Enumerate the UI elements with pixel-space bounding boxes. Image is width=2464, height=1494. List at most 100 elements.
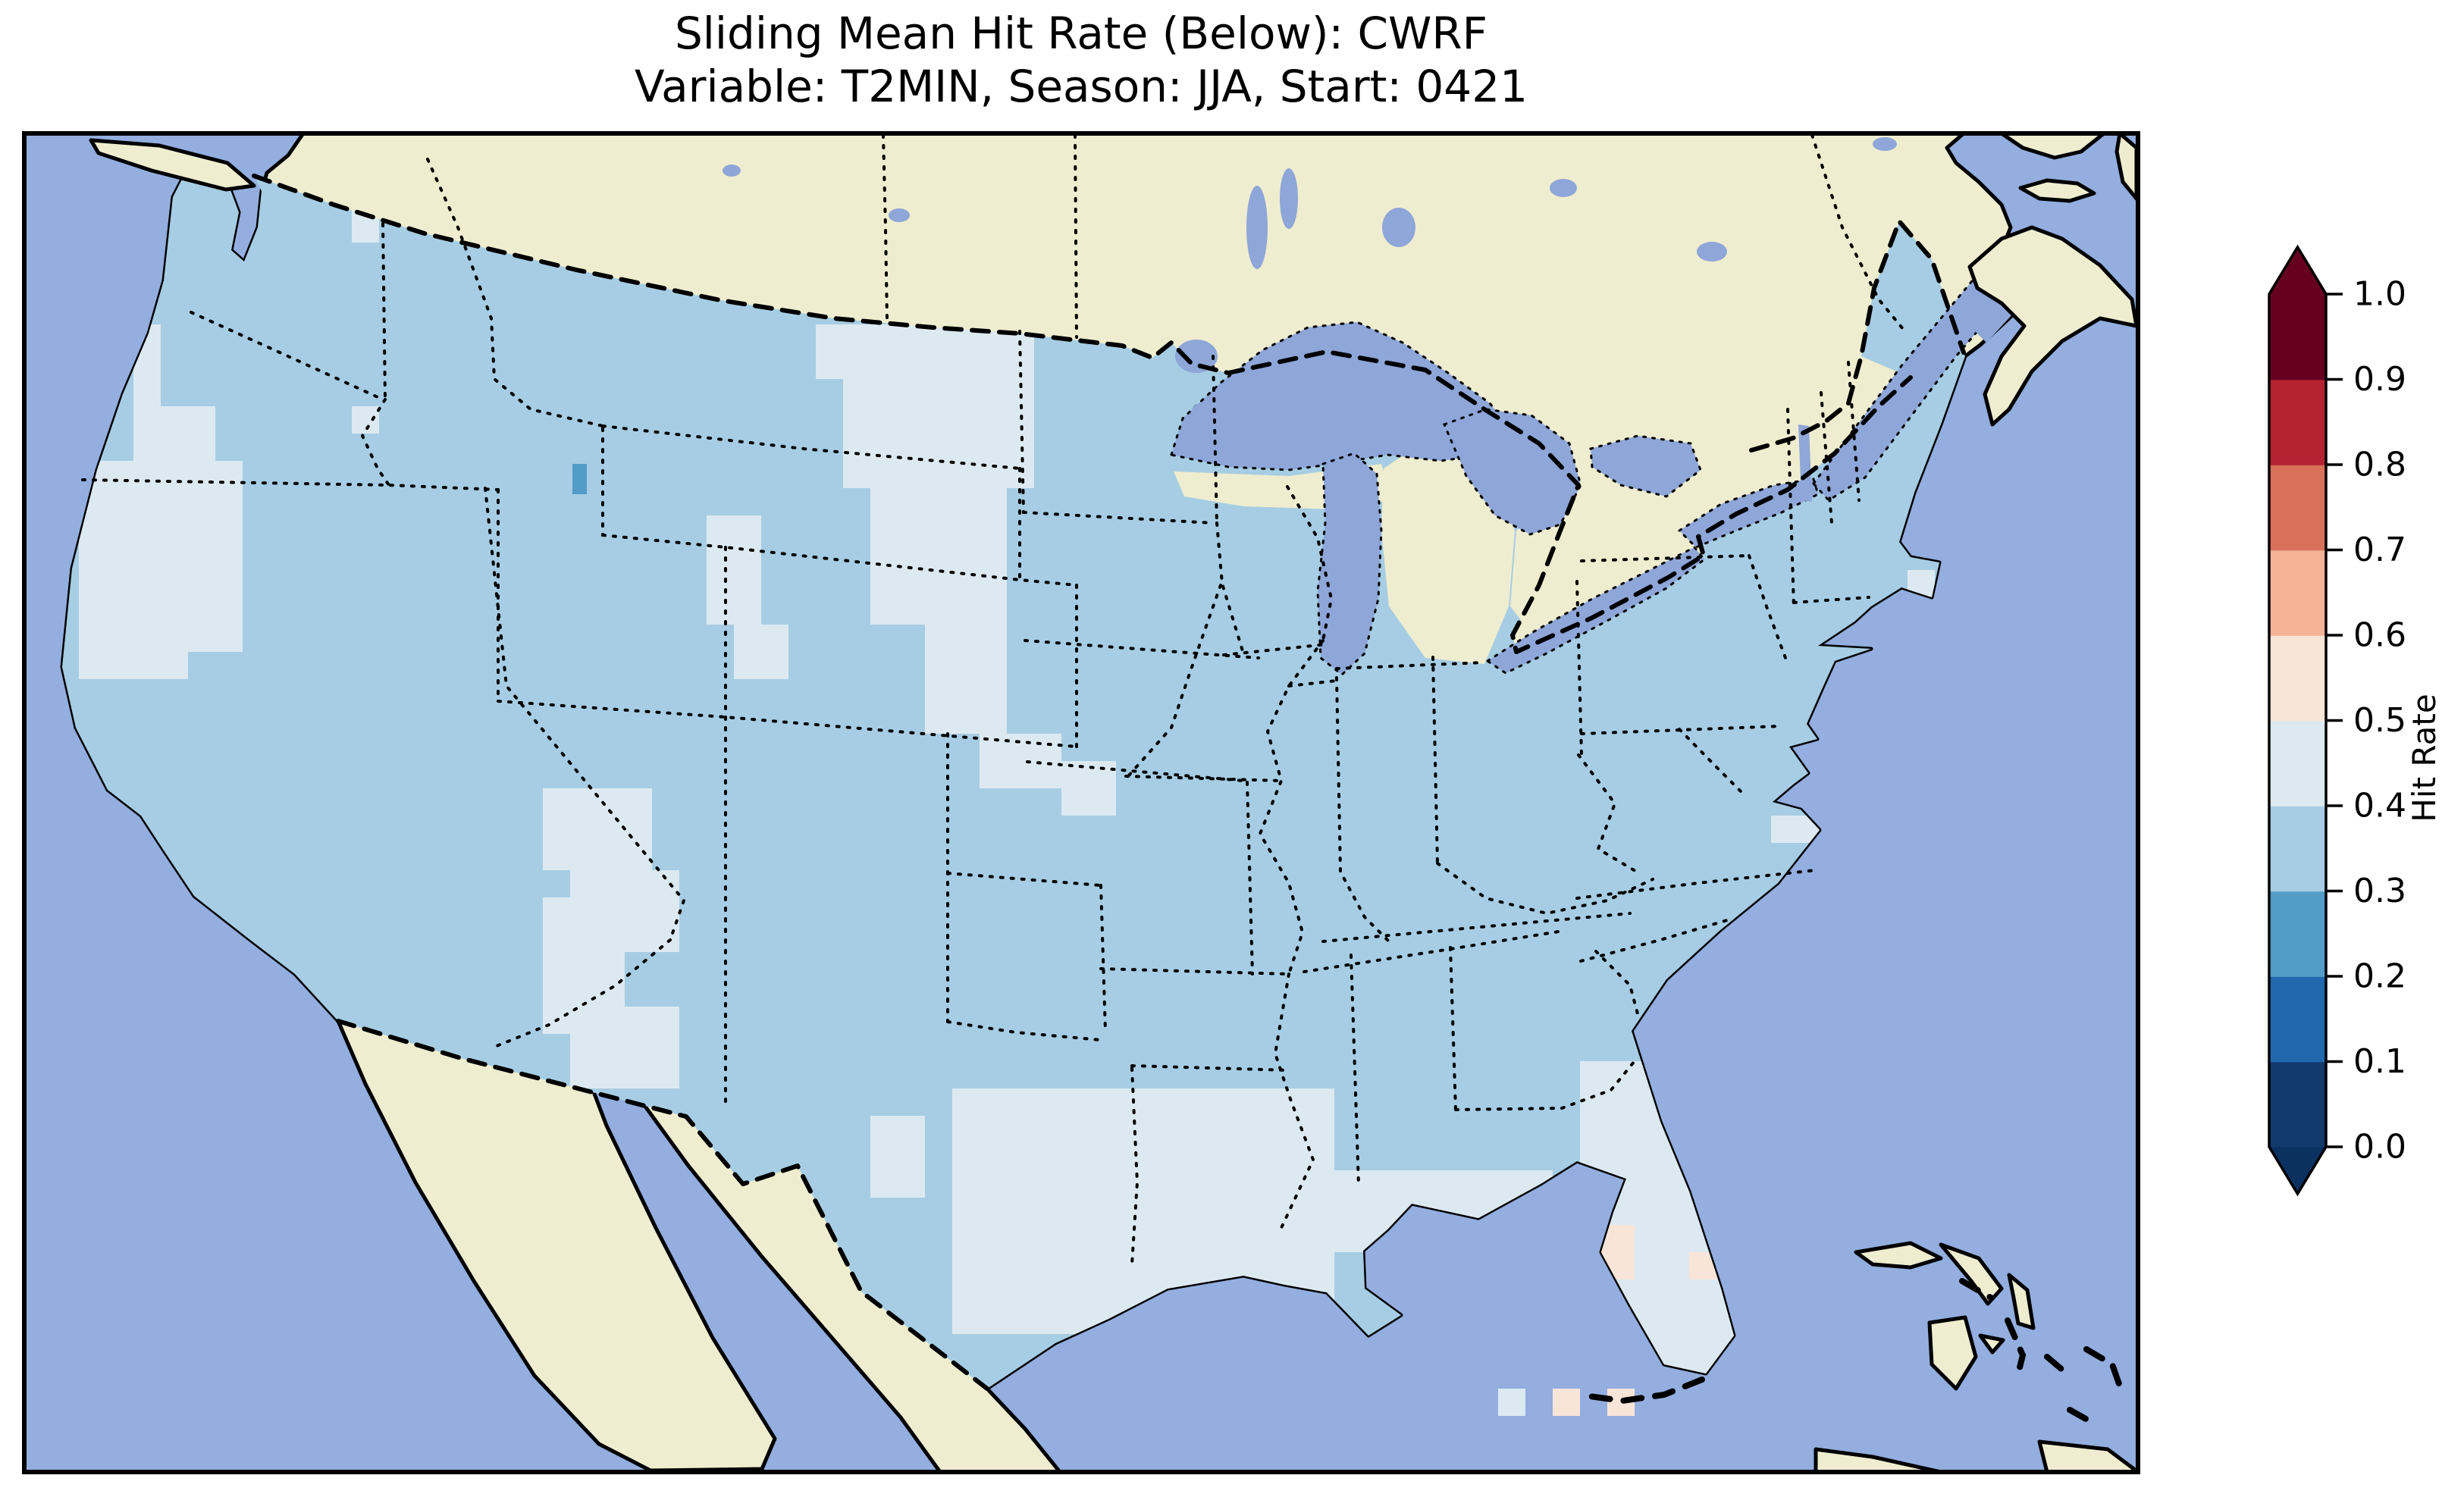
- state-border-line: [1222, 643, 1328, 656]
- hit-rate-cell-0.4-0.5: [543, 788, 652, 870]
- state-border-line: [1246, 781, 1254, 976]
- state-border-line: [1577, 753, 1641, 875]
- colorbar-tick-label: 0.8: [2353, 446, 2406, 484]
- state-border-line: [1792, 596, 1870, 604]
- us-mexico-border: [336, 1019, 989, 1391]
- hit-rate-cell-0.4-0.5: [707, 515, 761, 625]
- state-border-line: [1130, 1066, 1139, 1266]
- hit-rate-cell-0.4-0.5: [1061, 761, 1116, 816]
- andros: [1927, 1315, 1978, 1391]
- state-border-line: [1321, 912, 1632, 943]
- state-border-line: [1274, 973, 1315, 1229]
- colorbar-tick-label: 0.0: [2353, 1128, 2406, 1167]
- state-border-line: [1748, 554, 1787, 659]
- bahama-cays: [2044, 1354, 2070, 1377]
- state-border-line: [1580, 725, 1782, 735]
- state-border-line: [601, 424, 1021, 470]
- hit-rate-cell-0.4-0.5: [570, 1007, 679, 1088]
- hit-rate-cell-0.4-0.5: [352, 406, 379, 434]
- state-border-line: [1454, 1056, 1639, 1111]
- bahama-cays: [2083, 1346, 2126, 1398]
- cuba-north-coast: [1814, 1447, 1943, 1472]
- province-border-line: [882, 133, 889, 320]
- state-border-line: [1127, 584, 1222, 778]
- state-border-line: [1575, 580, 1583, 756]
- colorbar-ticks: 1.0 0.9 0.8 0.7 0.6 0.5 0.4 0.3 0.2 0.1 0.0: [2326, 275, 2406, 1167]
- colorbar-bin-0.4-0.5: [2269, 720, 2326, 807]
- state-border-line: [1580, 554, 1751, 562]
- gaspe-peninsula: [1999, 133, 2106, 160]
- eleuthera: [2007, 1273, 2036, 1330]
- colorbar-extend-over: [2269, 247, 2326, 294]
- lake-ontario: [1677, 478, 1820, 549]
- state-border-line: [1099, 884, 1107, 1032]
- national-borders: [252, 174, 1966, 1391]
- small-lakes: [723, 137, 1897, 454]
- bahama-cays: [2005, 1317, 2027, 1383]
- state-border-line: [1786, 408, 1795, 608]
- colorbar-tick-label: 0.6: [2353, 616, 2406, 655]
- islands: [89, 133, 2138, 1472]
- hit-rate-cell-0.4-0.5: [952, 1088, 1116, 1334]
- colorbar-tick-label: 0.7: [2353, 531, 2406, 569]
- hit-rate-cell-0.4-0.5: [870, 1116, 925, 1198]
- colorbar-tick-label: 0.1: [2353, 1042, 2406, 1081]
- state-borders: [81, 133, 1908, 1266]
- state-border-line: [1259, 639, 1324, 976]
- state-border-line: [601, 534, 1078, 587]
- state-border-line: [1350, 954, 1360, 1187]
- colorbar-bin-0.1-0.2: [2269, 976, 2326, 1063]
- state-border-line: [1099, 967, 1290, 976]
- colorbar-tick-label: 0.5: [2353, 701, 2406, 740]
- state-border-line: [1022, 511, 1215, 525]
- colorbar-tick-label: 0.2: [2353, 957, 2406, 996]
- vancouver-island: [89, 138, 256, 192]
- map-area: [24, 133, 2138, 1472]
- colorbar-label: Hit Rate: [2406, 694, 2443, 822]
- state-border-line: [190, 311, 384, 401]
- lake-champlain: [1798, 424, 1812, 502]
- chart-title-line1: Sliding Mean Hit Rate (Below): CWRF: [675, 8, 1487, 59]
- hit-rate-cells-offshore: [1498, 1389, 1635, 1416]
- hit-rate-cell-0.4-0.5: [870, 488, 1007, 625]
- state-border-line: [1431, 656, 1439, 865]
- state-border-line: [497, 700, 1078, 748]
- colorbar-bin-0.8-0.9: [2269, 379, 2326, 465]
- hit-rate-cell-0.4-0.5: [843, 324, 1034, 488]
- state-border-line: [1287, 679, 1338, 687]
- state-border-line: [1335, 676, 1395, 947]
- bahama-cays: [2067, 1407, 2097, 1427]
- new-providence: [1978, 1333, 2005, 1355]
- colorbar-bin-0.0-0.1: [2269, 1061, 2326, 1148]
- state-border-line: [381, 222, 387, 401]
- state-border-line: [1130, 1064, 1290, 1072]
- colorbar-bin-0.9-1.0: [2269, 294, 2326, 381]
- state-border-line: [361, 398, 390, 487]
- cuba-northeast: [2037, 1439, 2138, 1472]
- state-border-line: [426, 158, 604, 428]
- hit-rate-cell-0.4-0.5: [1498, 1389, 1525, 1416]
- georgian-bay: [1589, 434, 1702, 498]
- hit-rate-cell-0.4-0.5: [734, 625, 788, 679]
- lake-michigan: [1316, 452, 1383, 676]
- state-border-line: [1215, 521, 1245, 655]
- colorbar-tick-label: 0.9: [2353, 360, 2406, 399]
- colorbar-tick-label: 1.0: [2353, 275, 2406, 314]
- state-border-line: [484, 487, 685, 941]
- state-border-line: [1124, 775, 1283, 782]
- grand-bahama: [1854, 1241, 1943, 1270]
- state-border-line: [1024, 639, 1260, 659]
- hit-rate-cell-0.2-0.3: [572, 464, 587, 494]
- state-border-line: [1335, 661, 1486, 670]
- colorbar-bin-0.5-0.6: [2269, 635, 2326, 722]
- abaco: [1939, 1242, 2004, 1306]
- state-border-line: [1018, 330, 1025, 514]
- newfoundland-corner: [2114, 133, 2138, 201]
- colorbar-tick-label: 0.4: [2353, 787, 2406, 825]
- province-border-line: [1074, 133, 1078, 339]
- state-border-line: [1026, 760, 1245, 782]
- colorbar-bin-0.6-0.7: [2269, 550, 2326, 636]
- province-border-line: [1810, 133, 1908, 335]
- state-border-line: [1212, 355, 1218, 525]
